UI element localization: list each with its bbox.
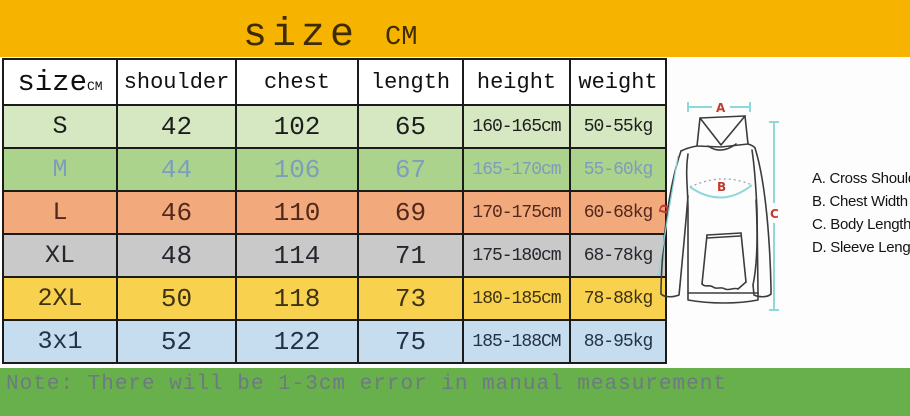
- table-row-m: M 44 106 67 165-170cm 55-60kg: [2, 147, 667, 192]
- cell-size: L: [2, 190, 118, 235]
- table-row-xl: XL 48 114 71 175-180cm 68-78kg: [2, 233, 667, 278]
- cell-shoulder: 46: [116, 190, 237, 235]
- cell-length: 69: [357, 190, 464, 235]
- cell-height: 165-170cm: [462, 147, 571, 192]
- header-chest: chest: [235, 58, 359, 106]
- cell-shoulder: 50: [116, 276, 237, 321]
- cell-chest: 110: [235, 190, 359, 235]
- cell-chest: 102: [235, 104, 359, 149]
- header-size-label: size: [17, 65, 87, 99]
- cell-weight: 60-68kg: [569, 190, 667, 235]
- measurement-letters: A B C D: [656, 101, 779, 221]
- note-bar: Note: There will be 1-3cm error in manua…: [0, 368, 910, 416]
- letter-d: D: [656, 202, 672, 215]
- cell-shoulder: 52: [116, 319, 237, 364]
- legend-item-b: B. Chest Width: [812, 193, 908, 210]
- legend-item-a: A. Cross Shoulder: [812, 170, 910, 187]
- letter-b: B: [717, 180, 726, 194]
- legend-item-d: D. Sleeve Length: [812, 239, 910, 256]
- title-banner: size CM: [0, 0, 910, 57]
- table-row-2xl: 2XL 50 118 73 180-185cm 78-88kg: [2, 276, 667, 321]
- cell-height: 170-175cm: [462, 190, 571, 235]
- size-table: sizeCM shoulder chest length height weig…: [2, 58, 667, 364]
- cell-size: 3x1: [2, 319, 118, 364]
- header-length: length: [357, 58, 464, 106]
- hoodie-measurement-diagram: A B C D: [656, 101, 779, 311]
- cell-length: 75: [357, 319, 464, 364]
- cell-weight: 55-60kg: [569, 147, 667, 192]
- cell-length: 73: [357, 276, 464, 321]
- header-height: height: [462, 58, 571, 106]
- cell-shoulder: 44: [116, 147, 237, 192]
- cell-weight: 78-88kg: [569, 276, 667, 321]
- hoodie-outline: [660, 115, 772, 304]
- header-size-unit: CM: [87, 78, 103, 94]
- letter-a: A: [716, 101, 726, 115]
- table-row-s: S 42 102 65 160-165cm 50-55kg: [2, 104, 667, 149]
- table-header-row: sizeCM shoulder chest length height weig…: [2, 58, 667, 106]
- header-shoulder: shoulder: [116, 58, 237, 106]
- measurement-legend: A. Cross Shoulder B. Chest Width C. Body…: [812, 167, 910, 259]
- header-size: sizeCM: [2, 58, 118, 106]
- cell-weight: 50-55kg: [569, 104, 667, 149]
- cell-size: M: [2, 147, 118, 192]
- cell-length: 71: [357, 233, 464, 278]
- cell-height: 175-180cm: [462, 233, 571, 278]
- table-row-3x1: 3x1 52 122 75 185-188CM 88-95kg: [2, 319, 667, 364]
- cell-chest: 118: [235, 276, 359, 321]
- cell-height: 180-185cm: [462, 276, 571, 321]
- cell-shoulder: 48: [116, 233, 237, 278]
- table-row-l: L 46 110 69 170-175cm 60-68kg: [2, 190, 667, 235]
- cell-length: 67: [357, 147, 464, 192]
- cell-length: 65: [357, 104, 464, 149]
- cell-shoulder: 42: [116, 104, 237, 149]
- cell-height: 160-165cm: [462, 104, 571, 149]
- cell-size: S: [2, 104, 118, 149]
- legend-item-c: C. Body Length: [812, 216, 910, 233]
- cell-height: 185-188CM: [462, 319, 571, 364]
- header-weight: weight: [569, 58, 667, 106]
- cell-weight: 68-78kg: [569, 233, 667, 278]
- cell-size: 2XL: [2, 276, 118, 321]
- letter-c: C: [770, 207, 779, 221]
- cell-size: XL: [2, 233, 118, 278]
- page-title: size: [243, 13, 360, 58]
- page-title-unit: CM: [385, 23, 418, 54]
- cell-chest: 114: [235, 233, 359, 278]
- cell-chest: 122: [235, 319, 359, 364]
- cell-chest: 106: [235, 147, 359, 192]
- chest-dash-arc: [689, 178, 753, 188]
- cell-weight: 88-95kg: [569, 319, 667, 364]
- measurement-lines: [657, 102, 779, 311]
